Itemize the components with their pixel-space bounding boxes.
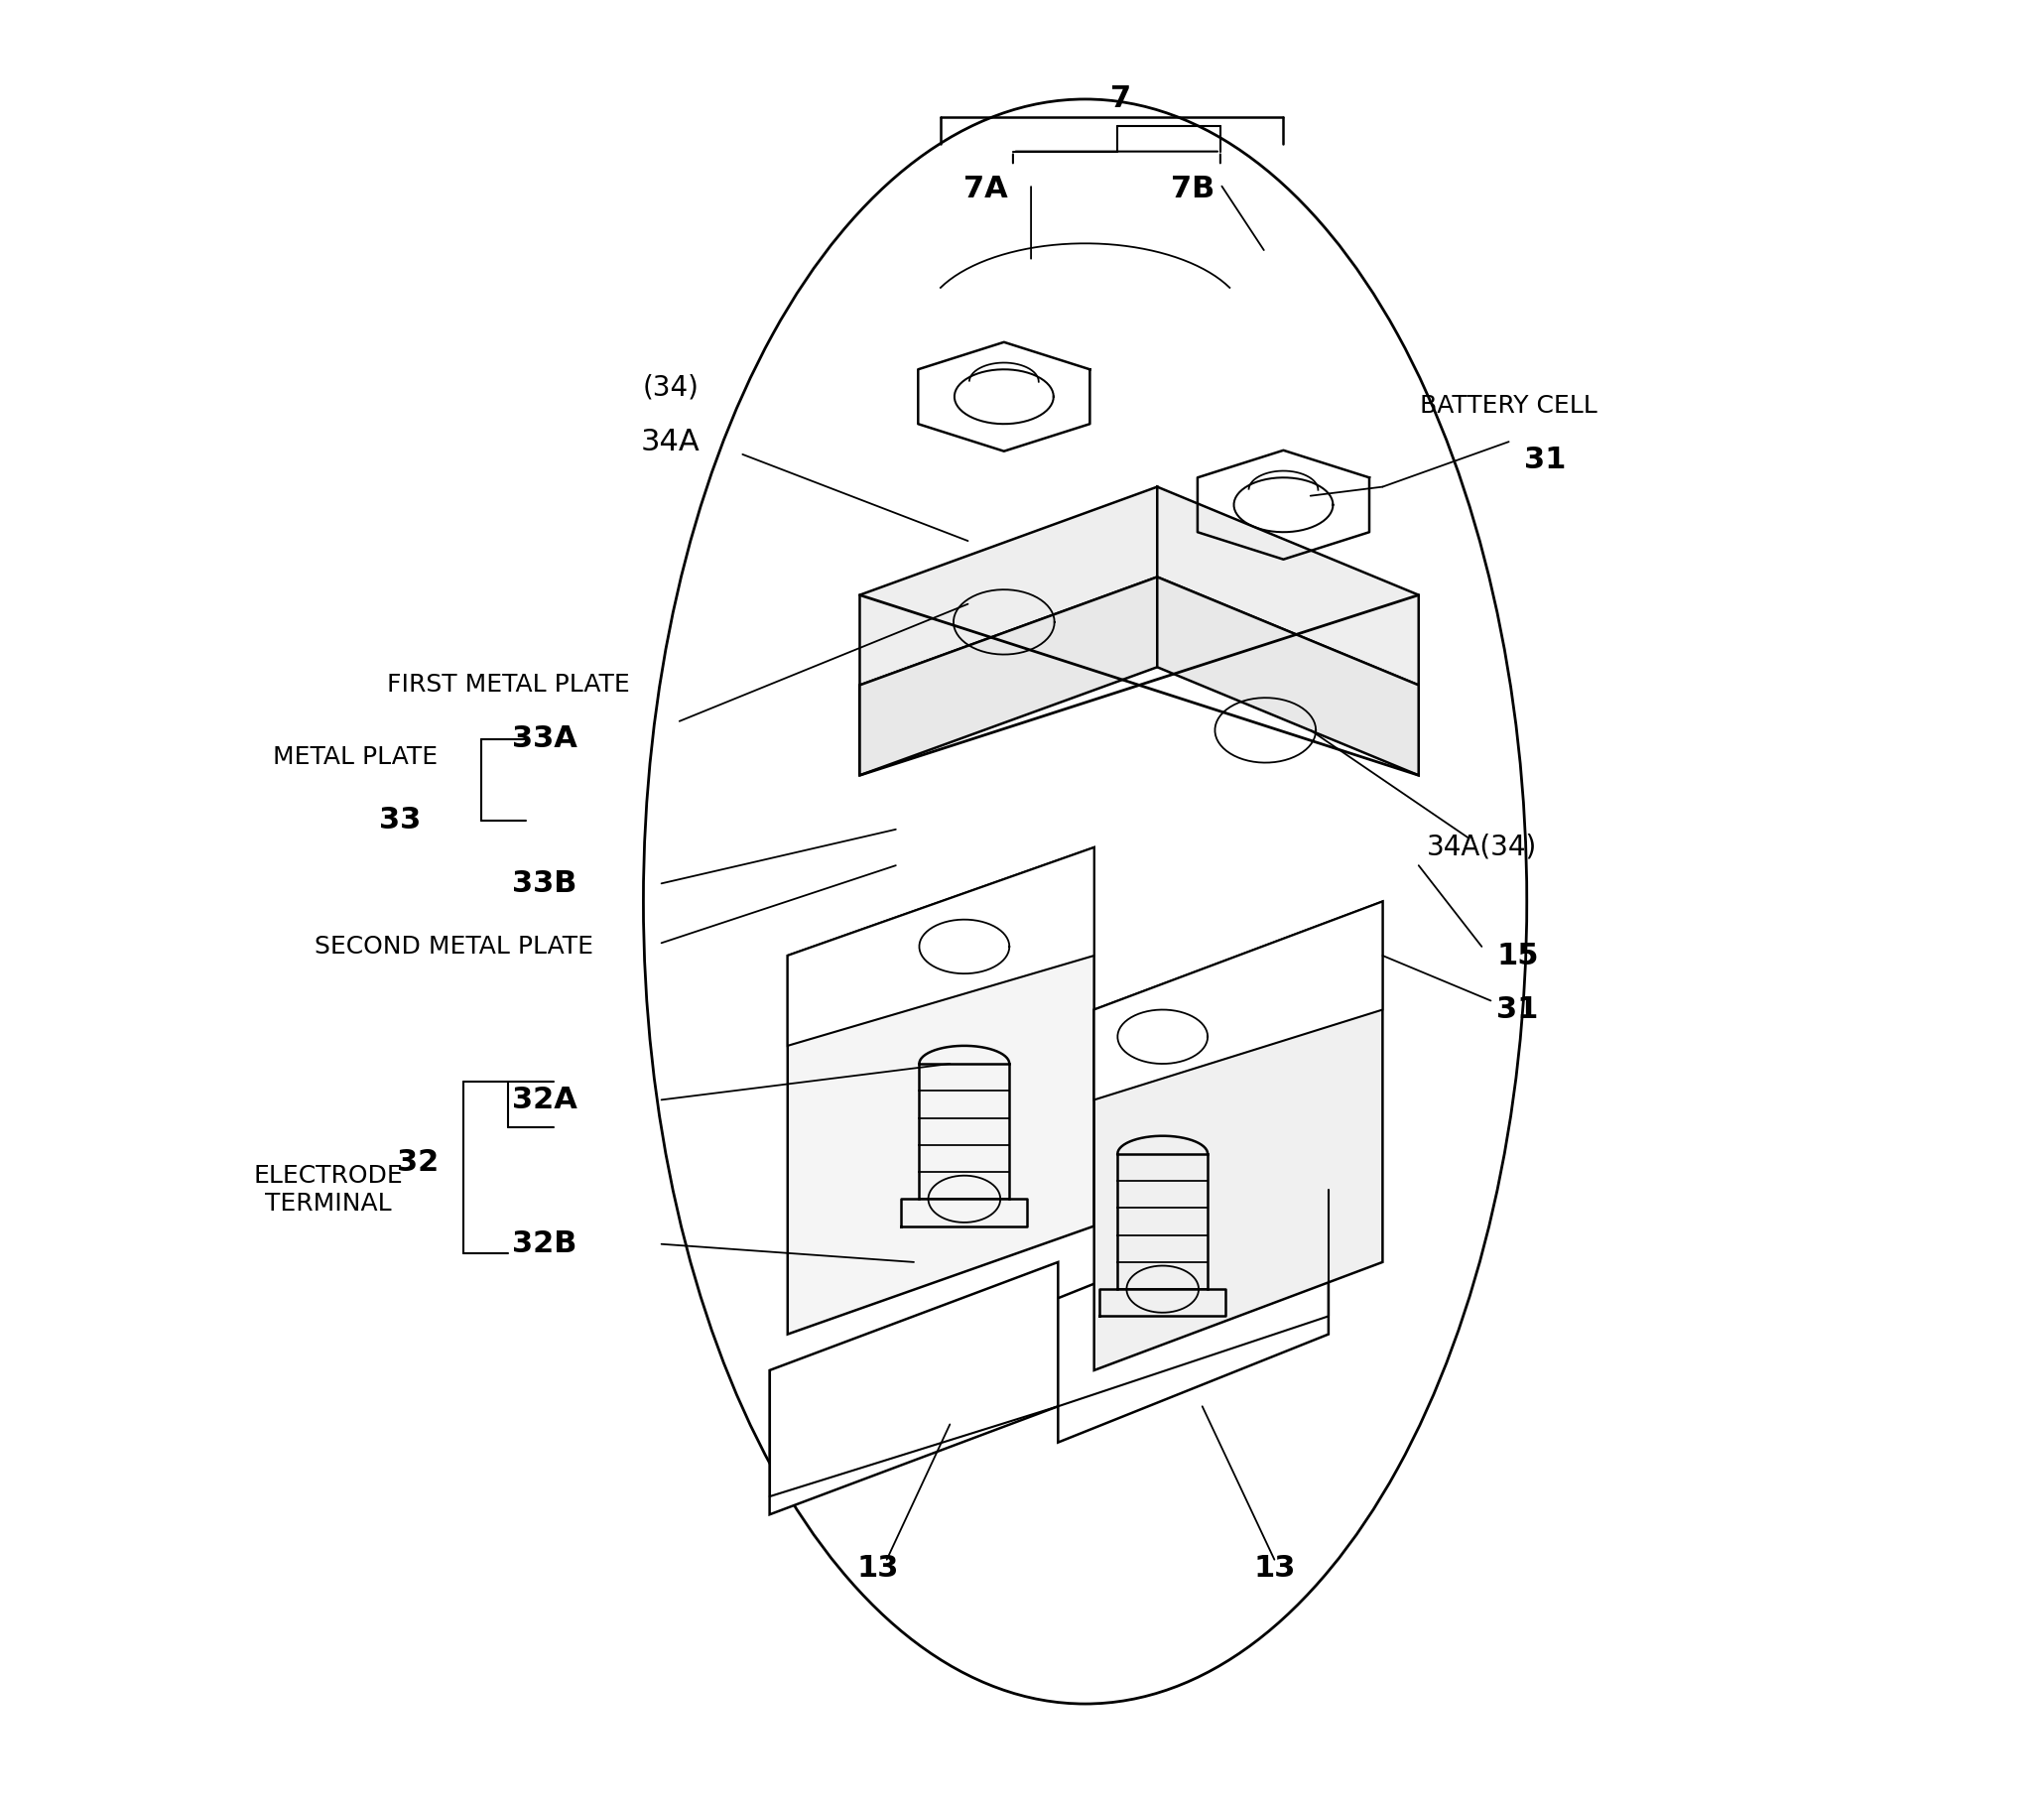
Text: ELECTRODE
TERMINAL: ELECTRODE TERMINAL <box>253 1165 403 1215</box>
Polygon shape <box>1059 1190 1329 1442</box>
Polygon shape <box>771 1262 1059 1515</box>
Text: 34A(34): 34A(34) <box>1427 833 1537 862</box>
Text: 32B: 32B <box>511 1230 576 1258</box>
Text: 33B: 33B <box>511 869 576 898</box>
Text: METAL PLATE: METAL PLATE <box>272 745 437 770</box>
Text: 34A: 34A <box>640 427 701 456</box>
Text: 13: 13 <box>1253 1554 1296 1583</box>
Polygon shape <box>787 847 1094 1334</box>
Text: 31: 31 <box>1496 995 1539 1024</box>
Text: 33: 33 <box>378 806 421 835</box>
Text: 31: 31 <box>1525 445 1566 474</box>
Polygon shape <box>1157 577 1419 775</box>
Text: 32: 32 <box>397 1149 439 1177</box>
Polygon shape <box>861 577 1157 775</box>
Text: 33A: 33A <box>511 725 576 754</box>
Text: FIRST METAL PLATE: FIRST METAL PLATE <box>386 673 630 698</box>
Polygon shape <box>787 847 1094 1046</box>
Polygon shape <box>861 487 1157 685</box>
Text: BATTERY CELL: BATTERY CELL <box>1421 393 1598 418</box>
Text: 32A: 32A <box>511 1085 576 1114</box>
Text: 7B: 7B <box>1171 175 1216 204</box>
Text: (34): (34) <box>642 373 699 402</box>
Text: 7: 7 <box>1110 85 1132 114</box>
Polygon shape <box>1094 902 1382 1100</box>
Polygon shape <box>1094 902 1382 1370</box>
Text: 15: 15 <box>1496 941 1539 970</box>
Text: 7A: 7A <box>963 175 1008 204</box>
Text: SECOND METAL PLATE: SECOND METAL PLATE <box>315 934 593 959</box>
Polygon shape <box>1157 487 1419 685</box>
Text: 13: 13 <box>856 1554 899 1583</box>
